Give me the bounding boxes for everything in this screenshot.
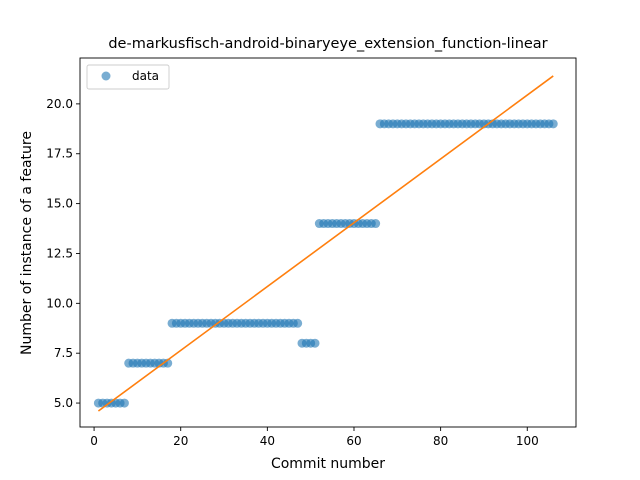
data-point — [119, 398, 129, 408]
fit-line — [97, 75, 554, 412]
y-tick-label: 20.0 — [46, 97, 73, 111]
data-point — [293, 318, 303, 328]
axes-frame — [79, 57, 577, 428]
x-tick-label: 40 — [260, 434, 275, 448]
axes: 0 20 40 60 80 100 5.0 7.5 10.0 12.5 15.0 17.5 20.0 — [46, 57, 577, 448]
y-axis-label: Number of instance of a feature — [19, 131, 35, 355]
plot-area — [93, 75, 558, 412]
x-tick-label: 0 — [90, 434, 98, 448]
x-tick-label: 20 — [173, 434, 188, 448]
chart-title: de-markusfisch-android-binaryeye_extensi… — [108, 36, 547, 52]
legend-label: data — [132, 69, 159, 83]
y-tick-label: 10.0 — [46, 296, 73, 310]
data-point — [310, 338, 320, 348]
data-point — [371, 219, 381, 229]
legend-box — [86, 64, 170, 90]
y-tick-label: 15.0 — [46, 197, 73, 211]
x-axis-label: Commit number — [271, 456, 385, 472]
legend: data — [86, 64, 170, 90]
y-tick-label: 17.5 — [46, 147, 73, 161]
legend-marker — [101, 71, 111, 81]
y-tick-label: 7.5 — [54, 346, 73, 360]
y-tick-label: 12.5 — [46, 246, 73, 260]
y-tick-label: 5.0 — [54, 396, 73, 410]
data-point — [548, 119, 558, 129]
x-tick-label: 80 — [433, 434, 448, 448]
x-tick-label: 60 — [346, 434, 361, 448]
x-tick-label: 100 — [516, 434, 539, 448]
